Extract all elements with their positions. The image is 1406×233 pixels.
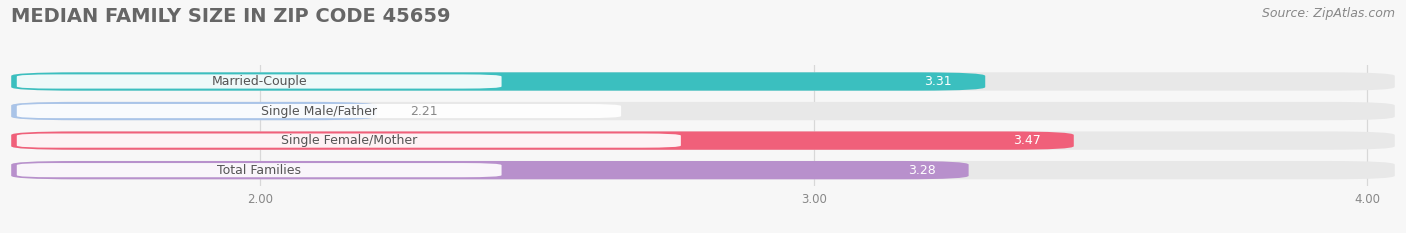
Text: Single Female/Mother: Single Female/Mother — [281, 134, 418, 147]
FancyBboxPatch shape — [11, 131, 1395, 150]
FancyBboxPatch shape — [17, 104, 621, 118]
FancyBboxPatch shape — [17, 163, 502, 177]
FancyBboxPatch shape — [11, 72, 986, 91]
FancyBboxPatch shape — [11, 102, 1395, 120]
Text: Married-Couple: Married-Couple — [211, 75, 307, 88]
FancyBboxPatch shape — [11, 161, 969, 179]
FancyBboxPatch shape — [11, 131, 1074, 150]
FancyBboxPatch shape — [17, 74, 502, 89]
FancyBboxPatch shape — [11, 161, 1395, 179]
FancyBboxPatch shape — [11, 102, 377, 120]
Text: Single Male/Father: Single Male/Father — [262, 105, 377, 117]
Text: 3.28: 3.28 — [908, 164, 935, 177]
Text: Total Families: Total Families — [217, 164, 301, 177]
Text: 3.31: 3.31 — [924, 75, 952, 88]
Text: 2.21: 2.21 — [409, 105, 437, 117]
Text: MEDIAN FAMILY SIZE IN ZIP CODE 45659: MEDIAN FAMILY SIZE IN ZIP CODE 45659 — [11, 7, 451, 26]
FancyBboxPatch shape — [11, 72, 1395, 91]
FancyBboxPatch shape — [17, 134, 681, 148]
Text: Source: ZipAtlas.com: Source: ZipAtlas.com — [1261, 7, 1395, 20]
Text: 3.47: 3.47 — [1012, 134, 1040, 147]
